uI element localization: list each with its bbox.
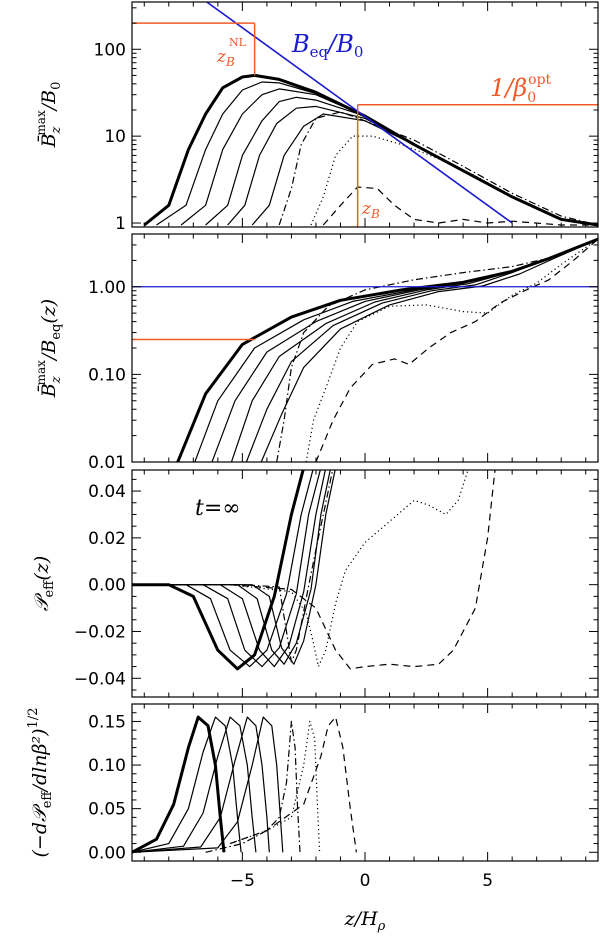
panel-frame (131, 703, 599, 862)
curve-dotted-7 (230, 470, 469, 668)
panel-third: t=∞ −0.04 −0.02 0.00 0.02 0.04 𝒫eff(z) (31, 469, 599, 698)
curve-thin-1 (132, 716, 242, 853)
curve-bold-0 (132, 715, 226, 854)
curve-thin-3 (132, 470, 326, 668)
curve-dotted-6 (229, 720, 321, 853)
zB-label: zB (361, 199, 380, 221)
panel-third-data (132, 470, 496, 671)
panel-second: 0.01 0.10 1.00 B̄zmax/Beq(z) (34, 233, 599, 473)
curve-thin-2 (180, 88, 598, 226)
panel-second-data (176, 237, 598, 462)
y-axis-label: 𝒫eff(z) (31, 556, 57, 611)
curve-thin-3 (230, 238, 598, 462)
y-tick-label: 10 (104, 127, 126, 147)
curve-thin-2 (211, 238, 598, 462)
y-tick-label: 0.05 (88, 800, 126, 820)
curve-dashdot-6 (278, 111, 598, 226)
y-axis-label: B̄zmax/B0 (34, 82, 64, 149)
panel-bottom-axes: 0.00 0.05 0.10 0.15 (−d𝒫eff/dlnβ²)1/2 (26, 703, 599, 863)
curve-dotted-7 (310, 135, 598, 226)
y-tick-label: −0.02 (74, 622, 126, 642)
y-tick-label: 1 (115, 214, 126, 234)
panel-frame (131, 233, 599, 463)
panel-second-overlay (132, 286, 598, 341)
equipartition-label: Beq/B0 (291, 30, 363, 61)
x-tick-label: 5 (482, 871, 493, 891)
zBNL-label: zBNL (216, 36, 247, 69)
time-infinity-label: t=∞ (195, 496, 241, 521)
y-tick-label: 0.10 (88, 365, 126, 385)
y-tick-label: 0.10 (88, 756, 126, 776)
curve-thin-2 (132, 470, 321, 668)
y-tick-label: 0.01 (88, 453, 126, 473)
curve-bold-0 (132, 470, 305, 671)
curve-dashed-8 (230, 470, 496, 670)
panel-bottom: 0.00 0.05 0.10 0.15 (−d𝒫eff/dlnβ²)1/2 (26, 703, 599, 863)
curve-dashdot-6 (276, 238, 598, 462)
panel-top: Beq/B0 zBNL 1/β0opt zB 1 10 100 B̄zmax/B0 (34, 1, 599, 234)
curve-thin-1 (194, 238, 598, 462)
curve-dashed-7 (229, 716, 357, 853)
y-tick-label: 0.04 (88, 482, 126, 502)
y-axis-label: B̄zmax/Beq(z) (34, 299, 64, 398)
panel-second-axes: 0.01 0.10 1.00 B̄zmax/Beq(z) (34, 233, 599, 473)
y-tick-label: 0.00 (88, 576, 126, 596)
curve-thin-1 (132, 470, 314, 668)
x-axis-label-group: −5 0 5 z/Hρ (230, 871, 493, 934)
curve-dashed-8 (315, 238, 598, 462)
y-axis-label: (−d𝒫eff/dlnβ²)1/2 (26, 708, 55, 858)
y-tick-label: 100 (94, 40, 126, 60)
y-tick-label: 0.15 (88, 712, 126, 732)
panel-top-data (143, 2, 598, 227)
panel-bottom-data (132, 715, 357, 854)
y-tick-label: 0.00 (88, 843, 126, 863)
beta-opt-label: 1/β0opt (490, 72, 552, 106)
curve-thin-5 (260, 238, 598, 462)
curve-bold-0 (176, 237, 598, 462)
curve-thin-5 (251, 113, 598, 226)
x-tick-label: −5 (230, 871, 255, 891)
curve-thin-4 (245, 238, 598, 462)
curve-thin-3 (132, 716, 270, 853)
x-axis-label: z/Hρ (344, 908, 386, 934)
curve-thin-2 (132, 716, 257, 853)
curve-dashdot-5 (205, 720, 301, 853)
curve-thin-4 (132, 716, 284, 853)
equipartition-line (206, 2, 513, 224)
curve-thin-5 (132, 470, 336, 665)
y-tick-label: 0.02 (88, 529, 126, 549)
curve-dotted-7 (305, 238, 598, 462)
panel-third-overlay: t=∞ (195, 496, 241, 521)
x-tick-label: 0 (360, 871, 371, 891)
y-tick-label: 1.00 (88, 278, 126, 298)
y-tick-label: −0.04 (74, 669, 126, 689)
panel-third-axes: −0.04 −0.02 0.00 0.02 0.04 𝒫eff(z) (31, 469, 599, 698)
